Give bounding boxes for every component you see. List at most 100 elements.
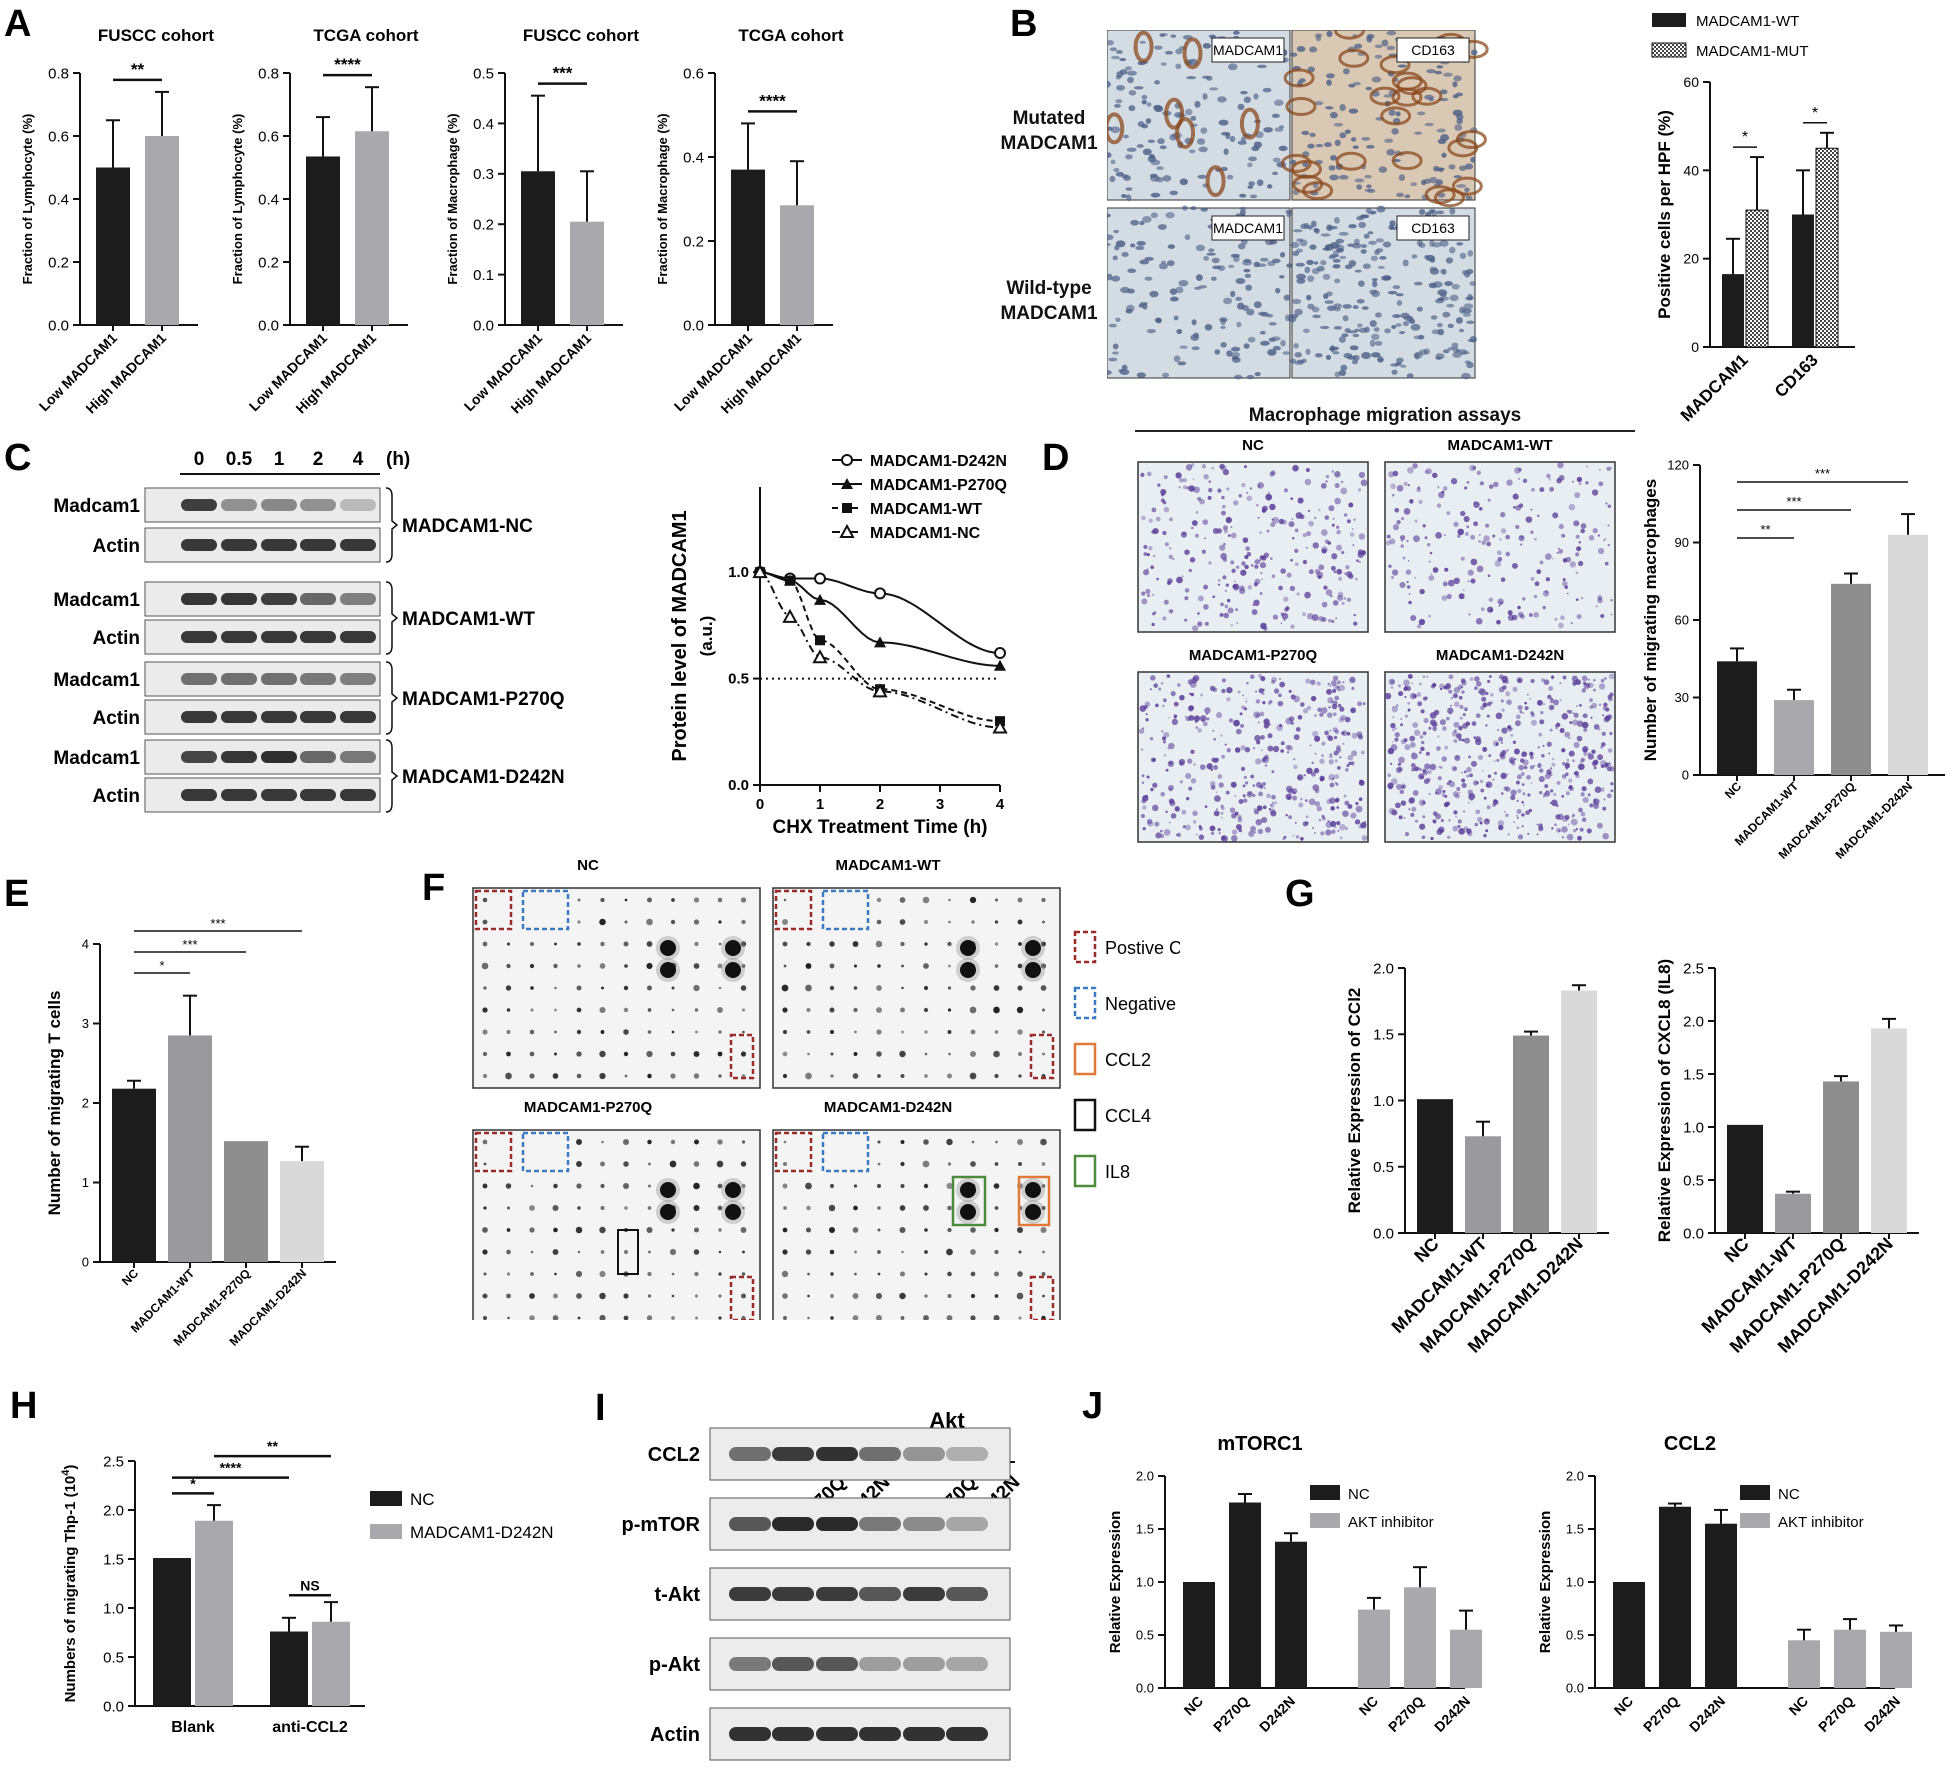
panel-b-nucleus: [1334, 278, 1341, 284]
panel-b-nucleus: [1175, 63, 1182, 70]
panel-g-2-y-tick-label: 1.5: [1683, 1066, 1704, 1083]
panel-d-cell: [1336, 525, 1340, 529]
panel-d-cell: [1184, 715, 1187, 718]
panel-i-band: [729, 1447, 771, 1461]
panel-d-cell: [1587, 793, 1591, 797]
panel-d-cell: [1430, 572, 1433, 575]
panel-d-cell: [1362, 702, 1366, 706]
panel-d-cell: [1346, 764, 1350, 768]
panel-d-cell: [1446, 716, 1450, 721]
panel-f-spot: [970, 1227, 976, 1233]
panel-d-migration-image-3: [1137, 671, 1369, 843]
panel-f-spot: [506, 942, 511, 946]
panel-f-spot: [646, 962, 653, 970]
panel-d-chart: Number of migrating macrophages030609012…: [1641, 458, 1945, 862]
panel-d-cell: [1355, 801, 1359, 806]
panel-d-cell: [1522, 792, 1526, 796]
panel-b-nucleus: [1307, 275, 1315, 283]
panel-d-cell: [1561, 794, 1565, 798]
panel-d-cell: [1476, 681, 1482, 687]
panel-d-cell: [1558, 524, 1564, 530]
panel-d-bar: [1888, 534, 1928, 775]
panel-b-nucleus: [1272, 171, 1278, 176]
panel-b-nucleus: [1378, 166, 1388, 173]
panel-d-cell: [1493, 481, 1499, 488]
panel-b-nucleus: [1370, 210, 1377, 215]
panel-d-cell: [1166, 674, 1171, 678]
panel-d-cell: [1262, 756, 1267, 762]
panel-d-cell: [1332, 600, 1339, 606]
panel-b-nucleus: [1195, 274, 1203, 281]
panel-f-spot: [670, 1073, 676, 1079]
panel-i-row-label: p-mTOR: [621, 1514, 700, 1536]
panel-i-row-label: CCL2: [648, 1444, 700, 1466]
panel-b-nucleus: [1356, 298, 1365, 304]
panel-d-cell: [1426, 675, 1429, 678]
panel-f-spot: [671, 1008, 675, 1012]
panel-f-spot: [483, 1272, 487, 1276]
panel-d-cell: [1512, 740, 1517, 745]
panel-b-nucleus: [1313, 261, 1319, 265]
panel-f-spot: [782, 1183, 788, 1189]
panel-d-cell: [1400, 516, 1405, 521]
panel-b-nucleus: [1356, 216, 1364, 221]
panel-f-spot: [694, 941, 699, 947]
panel-d-cell: [1476, 470, 1482, 475]
panel-d-cell: [1457, 824, 1461, 828]
panel-a-chart-1-sig-label: **: [131, 60, 145, 79]
panel-c-point: [994, 647, 1006, 660]
panel-d-cell: [1461, 680, 1467, 686]
panel-b-nucleus: [1344, 264, 1353, 270]
panel-f-spot: [782, 941, 788, 947]
panel-d-cell: [1495, 742, 1499, 746]
panel-b-nucleus: [1326, 224, 1333, 231]
panel-d-cell: [1532, 764, 1536, 768]
panel-g-1-bar: [1513, 1035, 1549, 1233]
panel-d-cell: [1212, 528, 1219, 534]
panel-d-cell: [1593, 800, 1597, 804]
panel-d-cell: [1578, 482, 1582, 486]
panel-b-nucleus: [1349, 345, 1359, 351]
panel-d-cell: [1321, 616, 1327, 622]
panel-c-band: [221, 751, 257, 763]
panel-d-cell: [1418, 499, 1423, 504]
panel-d-cell: [1221, 504, 1226, 509]
panel-d-cell: [1453, 577, 1460, 585]
panel-d-cell: [1191, 526, 1194, 530]
panel-b-nucleus: [1332, 264, 1341, 269]
panel-i-band: [729, 1727, 771, 1741]
panel-d-cell: [1444, 794, 1448, 798]
panel-f-spot: [647, 1271, 652, 1277]
panel-f-spot: [876, 1183, 882, 1189]
panel-b-stain: [1379, 55, 1411, 75]
panel-d-cell: [1548, 752, 1551, 755]
panel-b-nucleus: [1220, 318, 1226, 326]
panel-d-cell: [1391, 741, 1394, 743]
panel-g-2-y-tick-label: 2.5: [1683, 960, 1704, 977]
panel-f-spot: [783, 1162, 787, 1166]
panel-d-cell: [1234, 795, 1237, 797]
panel-d-cell: [1513, 748, 1520, 755]
panel-d-cell: [1465, 721, 1471, 726]
panel-f-spot: [601, 1140, 604, 1144]
panel-d-cell: [1221, 816, 1223, 819]
panel-f-spot: [853, 1007, 858, 1013]
panel-c-point: [874, 636, 886, 648]
panel-d-cell: [1146, 568, 1149, 571]
panel-d-cell: [1608, 762, 1611, 765]
panel-c-band: [221, 631, 257, 643]
panel-d-cell: [1353, 518, 1356, 521]
panel-b-nucleus: [1292, 229, 1303, 233]
panel-f-spot: [1017, 985, 1023, 991]
panel-b-nucleus: [1290, 241, 1300, 248]
panel-h-y-tick-label: 0.0: [103, 1698, 124, 1715]
panel-d-cell: [1521, 751, 1528, 757]
panel-d-cell: [1583, 681, 1587, 685]
panel-d-cell: [1263, 787, 1266, 790]
panel-f-spot: [601, 986, 604, 990]
panel-b-nucleus: [1433, 165, 1440, 172]
panel-d-cell: [1242, 537, 1249, 543]
